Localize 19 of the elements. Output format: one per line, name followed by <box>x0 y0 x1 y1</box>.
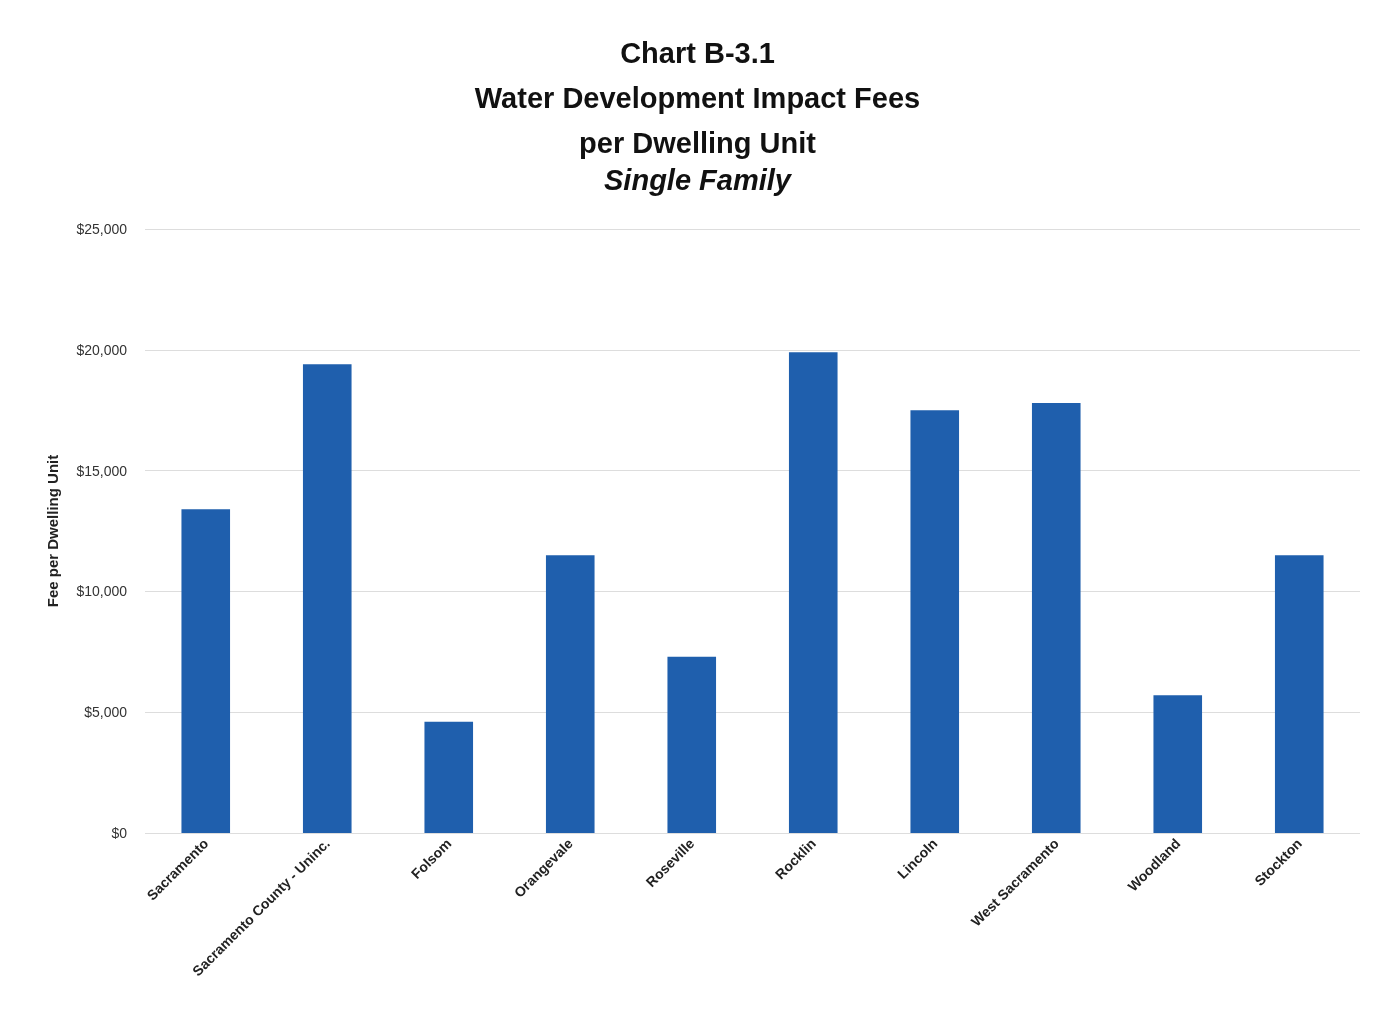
chart-title: Chart B-3.1 Water Development Impact Fees per Dwelling Unit <box>474 36 921 159</box>
y-tick-label: $0 <box>111 825 128 841</box>
y-axis-title: Fee per Dwelling Unit <box>44 454 61 608</box>
bar <box>788 352 838 833</box>
bar <box>424 721 474 833</box>
chart-subtitle: Single Family <box>604 163 793 196</box>
y-tick-label: $5,000 <box>84 704 128 721</box>
y-tick-label: $15,000 <box>76 462 128 479</box>
bar <box>302 364 352 833</box>
bar <box>1031 402 1081 833</box>
y-tick-label: $10,000 <box>76 583 128 600</box>
bar <box>545 555 595 833</box>
bar <box>1274 555 1324 833</box>
bar <box>910 410 960 833</box>
y-tick-label: $25,000 <box>76 221 128 237</box>
bar <box>667 656 717 833</box>
bar <box>1153 695 1203 833</box>
y-tick-label: $20,000 <box>76 341 128 358</box>
bar <box>181 509 231 833</box>
